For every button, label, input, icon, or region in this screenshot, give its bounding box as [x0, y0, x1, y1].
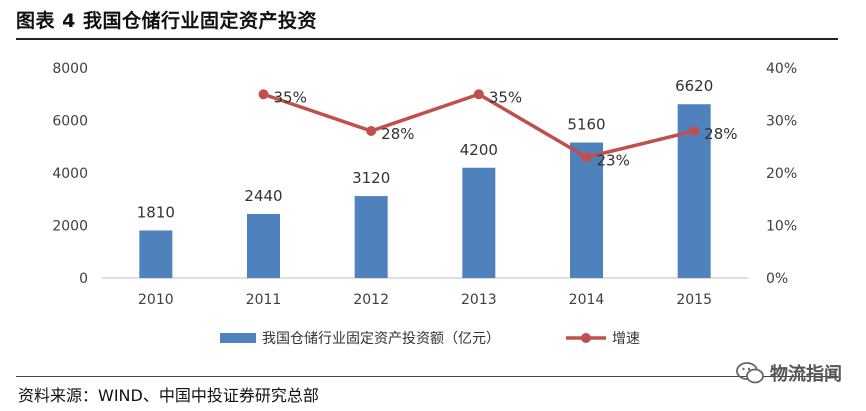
growth-marker [473, 89, 484, 100]
left-axis-tick-label: 0 [79, 271, 88, 287]
x-axis-tick-label: 2010 [138, 292, 174, 308]
left-axis-tick-label: 8000 [52, 61, 88, 77]
left-axis-tick-label: 2000 [52, 219, 88, 235]
watermark: 物流指闻 [736, 360, 842, 386]
legend-line-marker [581, 333, 591, 343]
legend-bar-label: 我国仓储行业固定资产投资额（亿元） [262, 331, 500, 347]
wechat-icon [736, 362, 764, 384]
x-axis-tick-label: 2012 [353, 292, 389, 308]
x-axis-tick-label: 2011 [246, 292, 282, 308]
bar [570, 142, 603, 278]
figure-title: 图表 4 我国仓储行业固定资产投资 [16, 10, 317, 32]
source-divider [16, 376, 838, 377]
legend-bar-swatch [220, 333, 256, 343]
chart-area: 0 2000 4000 6000 8000 0% 10% 20% 30% 40% 2010 1810 2… [52, 61, 797, 347]
right-axis-tick-label: 0% [766, 271, 788, 287]
bar-data-label: 1810 [137, 203, 175, 221]
left-axis-tick-label: 6000 [52, 114, 88, 130]
growth-data-label: 28% [381, 125, 414, 143]
growth-marker [689, 126, 700, 136]
title-divider [16, 38, 838, 40]
growth-data-label: 23% [597, 151, 630, 169]
legend-line-label: 增速 [612, 331, 640, 347]
growth-data-label: 28% [704, 125, 737, 143]
x-axis-tick-label: 2013 [461, 292, 497, 308]
bar-data-label: 4200 [460, 141, 498, 159]
right-axis-tick-label: 40% [766, 61, 797, 77]
x-axis-tick-label: 2014 [569, 292, 605, 308]
growth-marker [258, 89, 269, 100]
bar [139, 230, 173, 278]
growth-marker [366, 126, 377, 136]
right-axis-tick-label: 10% [766, 219, 797, 235]
bar [354, 196, 388, 278]
source-note: 资料来源：WIND、中国中投证券研究总部 [18, 386, 319, 405]
bar [247, 213, 280, 278]
right-axis-tick-label: 30% [766, 114, 797, 130]
watermark-text: 物流指闻 [770, 364, 842, 385]
bar-data-label: 6620 [675, 77, 713, 95]
right-axis-tick-label: 20% [766, 166, 797, 182]
bar [462, 167, 496, 278]
x-axis-tick-label: 2015 [676, 292, 712, 308]
left-axis-tick-label: 4000 [52, 166, 88, 182]
bar-data-label: 3120 [352, 169, 390, 187]
growth-data-label: 35% [274, 88, 307, 106]
growth-data-label: 35% [489, 88, 522, 106]
bar-data-label: 2440 [244, 187, 282, 205]
growth-marker [581, 152, 592, 163]
bar-data-label: 5160 [567, 116, 605, 134]
